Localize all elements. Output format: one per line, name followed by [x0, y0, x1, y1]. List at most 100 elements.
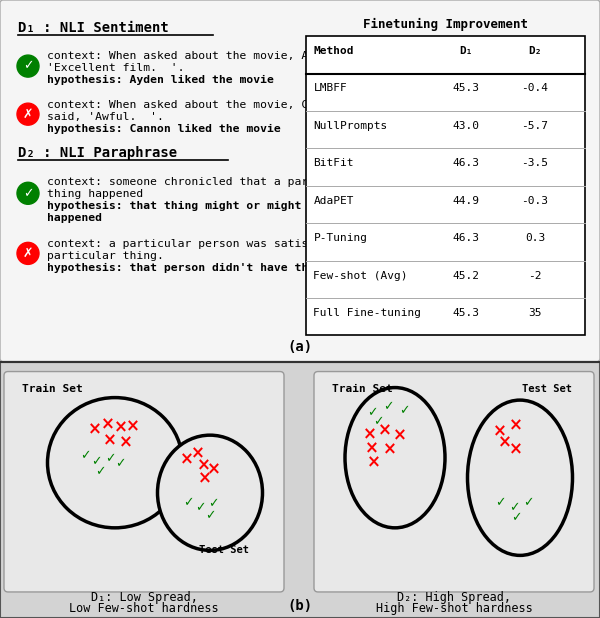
Text: ✓: ✓	[80, 449, 90, 462]
Text: ×: ×	[198, 470, 212, 488]
Text: ×: ×	[126, 418, 140, 436]
Text: context: When asked about the movie, Ayden said,: context: When asked about the movie, Ayd…	[47, 51, 377, 61]
FancyBboxPatch shape	[305, 36, 586, 336]
Text: AdaPET: AdaPET	[313, 196, 354, 206]
FancyBboxPatch shape	[4, 371, 284, 592]
Text: ✓: ✓	[373, 415, 383, 428]
Text: LMBFF: LMBFF	[313, 83, 347, 93]
Text: High Few-shot hardness: High Few-shot hardness	[376, 602, 532, 615]
Text: 46.3: 46.3	[452, 158, 479, 168]
Text: -0.4: -0.4	[521, 83, 548, 93]
Text: context: someone chronicled that a particular: context: someone chronicled that a parti…	[47, 177, 356, 187]
Text: ✓: ✓	[91, 455, 101, 468]
Text: 46.3: 46.3	[452, 233, 479, 243]
Text: Method: Method	[313, 46, 354, 56]
Text: ×: ×	[103, 432, 117, 450]
Text: D₁: D₁	[459, 46, 472, 56]
Text: ×: ×	[509, 417, 523, 434]
Text: ×: ×	[191, 445, 205, 463]
Text: 43.0: 43.0	[452, 121, 479, 131]
Text: D₂ : NLI Paraphrase: D₂ : NLI Paraphrase	[18, 146, 177, 160]
Text: NullPrompts: NullPrompts	[313, 121, 388, 131]
Text: ×: ×	[493, 423, 507, 441]
FancyBboxPatch shape	[314, 371, 594, 592]
Text: ×: ×	[393, 426, 407, 445]
FancyBboxPatch shape	[0, 0, 600, 362]
Ellipse shape	[345, 387, 445, 528]
Text: ✓: ✓	[23, 59, 33, 72]
Text: -5.7: -5.7	[521, 121, 548, 131]
Text: ✓: ✓	[509, 501, 519, 514]
Text: ✓: ✓	[495, 496, 505, 509]
Text: Test Set: Test Set	[522, 384, 572, 394]
Text: ×: ×	[378, 421, 392, 439]
Text: BitFit: BitFit	[313, 158, 354, 168]
Text: -2: -2	[528, 271, 542, 281]
Text: hypothesis: Cannon liked the movie: hypothesis: Cannon liked the movie	[47, 124, 281, 134]
Text: happened: happened	[47, 213, 102, 223]
Text: hypothesis: Ayden liked the movie: hypothesis: Ayden liked the movie	[47, 75, 274, 85]
Text: ×: ×	[365, 439, 379, 458]
FancyBboxPatch shape	[0, 362, 600, 618]
Text: ✗: ✗	[23, 108, 33, 121]
Text: 'Excellent film.  '.: 'Excellent film. '.	[47, 63, 185, 73]
Text: 35: 35	[528, 308, 542, 318]
Text: ✓: ✓	[205, 509, 215, 522]
Text: ✓: ✓	[195, 501, 205, 514]
Text: ×: ×	[383, 441, 397, 459]
Text: ×: ×	[114, 418, 128, 437]
Text: ×: ×	[509, 441, 523, 459]
Text: D₁ : NLI Sentiment: D₁ : NLI Sentiment	[18, 21, 169, 35]
Text: 0.3: 0.3	[525, 233, 545, 243]
Text: context: When asked about the movie, Cannon: context: When asked about the movie, Can…	[47, 100, 343, 110]
Text: Train Set: Train Set	[332, 384, 393, 394]
Text: Test Set: Test Set	[199, 545, 249, 555]
Text: 45.3: 45.3	[452, 83, 479, 93]
Text: context: a particular person was satisfied to have a: context: a particular person was satisfi…	[47, 239, 404, 249]
Circle shape	[17, 242, 39, 265]
Text: D₂: D₂	[528, 46, 542, 56]
Text: Finetuning Improvement: Finetuning Improvement	[363, 18, 528, 32]
Text: 45.2: 45.2	[452, 271, 479, 281]
Text: ×: ×	[207, 461, 221, 479]
Text: D₁: Low Spread,: D₁: Low Spread,	[91, 591, 197, 604]
Text: ✓: ✓	[399, 404, 409, 417]
Text: (a): (a)	[287, 339, 313, 353]
Text: P-Tuning: P-Tuning	[313, 233, 367, 243]
Text: ✓: ✓	[367, 406, 377, 419]
Ellipse shape	[157, 435, 263, 551]
Text: ✗: ✗	[23, 247, 33, 260]
Ellipse shape	[47, 397, 182, 528]
Text: ✓: ✓	[208, 497, 218, 510]
Text: hypothesis: that person didn't have that thing: hypothesis: that person didn't have that…	[47, 263, 363, 273]
Text: Full Fine-tuning: Full Fine-tuning	[313, 308, 421, 318]
Text: -3.5: -3.5	[521, 158, 548, 168]
Text: ×: ×	[363, 426, 377, 444]
Text: said, 'Awful.  '.: said, 'Awful. '.	[47, 112, 164, 122]
Ellipse shape	[467, 400, 572, 556]
Text: (b): (b)	[287, 599, 313, 613]
Text: ✓: ✓	[383, 400, 393, 413]
Text: Low Few-shot hardness: Low Few-shot hardness	[69, 602, 219, 615]
Text: ×: ×	[180, 451, 194, 468]
Text: ×: ×	[101, 416, 115, 434]
Text: ✓: ✓	[23, 187, 33, 200]
Circle shape	[17, 103, 39, 125]
Text: thing happened: thing happened	[47, 189, 143, 199]
Circle shape	[17, 182, 39, 205]
Text: ×: ×	[498, 434, 512, 452]
Text: Train Set: Train Set	[22, 384, 83, 394]
Text: ✓: ✓	[183, 496, 193, 509]
Text: -0.3: -0.3	[521, 196, 548, 206]
Text: 45.3: 45.3	[452, 308, 479, 318]
Text: ✓: ✓	[523, 496, 533, 509]
Text: ×: ×	[119, 434, 133, 452]
Text: ✓: ✓	[511, 511, 521, 524]
Text: particular thing.: particular thing.	[47, 252, 164, 261]
Text: hypothesis: that thing might or might not have: hypothesis: that thing might or might no…	[47, 201, 363, 211]
Text: D₂: High Spread,: D₂: High Spread,	[397, 591, 511, 604]
Text: ✓: ✓	[105, 452, 115, 465]
Circle shape	[17, 55, 39, 77]
Text: ×: ×	[197, 457, 211, 475]
Text: ×: ×	[88, 421, 102, 439]
